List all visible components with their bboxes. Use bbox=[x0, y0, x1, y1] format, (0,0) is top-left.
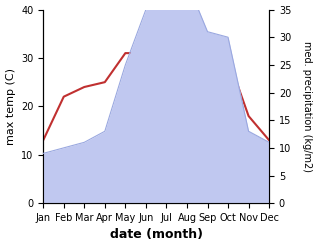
X-axis label: date (month): date (month) bbox=[110, 228, 203, 242]
Y-axis label: med. precipitation (kg/m2): med. precipitation (kg/m2) bbox=[302, 41, 313, 172]
Y-axis label: max temp (C): max temp (C) bbox=[5, 68, 16, 145]
